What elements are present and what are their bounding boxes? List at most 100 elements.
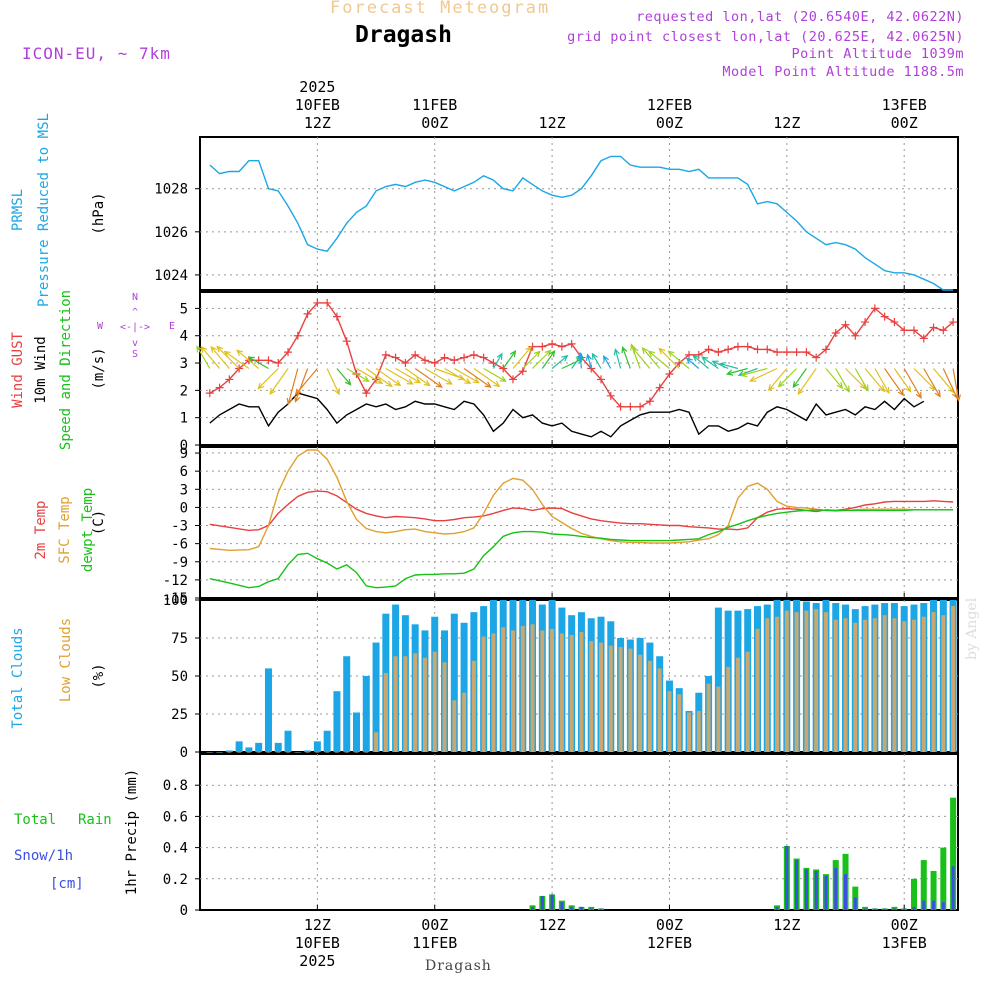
gust-point <box>909 326 918 335</box>
wind-arrow <box>216 345 240 369</box>
bar <box>951 866 955 910</box>
wind-arrow <box>952 368 961 402</box>
bar <box>823 612 828 752</box>
bar <box>940 847 947 910</box>
bottom-time-label: 12FEB <box>647 934 692 952</box>
wind-arrow <box>247 356 269 370</box>
gust-point <box>332 312 341 321</box>
bar <box>628 648 633 752</box>
gust-point <box>557 342 566 351</box>
bar <box>315 752 320 753</box>
bar <box>941 615 946 752</box>
gust-point <box>685 350 694 359</box>
bar <box>696 710 701 752</box>
bar <box>286 752 291 753</box>
bar <box>227 752 232 753</box>
gust-point <box>205 389 214 398</box>
top-time-label: 12FEB <box>647 96 692 114</box>
gust-point <box>802 348 811 357</box>
bar <box>364 752 369 753</box>
clouds-ylabel: (%) <box>91 663 107 688</box>
wind-tick-label: 5 <box>180 301 188 317</box>
bar <box>481 636 486 752</box>
wind-arrow <box>444 367 472 384</box>
bar <box>814 871 818 910</box>
gust-point <box>235 364 244 373</box>
bar <box>462 692 467 752</box>
gust-point <box>508 375 517 384</box>
bar <box>950 797 957 910</box>
bar <box>442 662 447 752</box>
top-time-label: 13FEB <box>882 96 927 114</box>
clouds-tick-label: 100 <box>163 593 188 609</box>
bar <box>922 900 926 910</box>
pressure-ylabel: (hPa) <box>91 192 107 234</box>
pressure-tick-label: 1026 <box>154 225 188 241</box>
precip-panel: 0 0.2 0.4 0.6 0.8 1hr Precip (mm) <box>124 753 959 919</box>
bar <box>333 691 341 752</box>
bar <box>540 630 545 752</box>
gust-point <box>411 350 420 359</box>
bar <box>941 902 945 910</box>
wind-arrow <box>933 368 955 394</box>
pressure-label-desc: Pressure Reduced to MSL <box>36 113 52 307</box>
bar <box>274 742 282 752</box>
gust-point <box>949 318 958 327</box>
bar <box>313 741 321 752</box>
temp-label-sfc: SFC Temp <box>57 496 73 563</box>
bar <box>559 633 564 752</box>
temperature-tick-label: 0 <box>180 500 188 516</box>
bar <box>235 741 243 752</box>
gust-point <box>518 367 527 376</box>
bar <box>804 869 808 910</box>
model-label: ICON-EU, ~ 7km <box>22 44 171 63</box>
wind-arrow <box>453 367 480 384</box>
wind-arrow <box>923 368 941 398</box>
precip-label-snow: Snow/1h <box>14 848 73 864</box>
gust-point <box>773 348 782 357</box>
wind-arrow <box>434 367 466 381</box>
precip-tick-label: 0 <box>180 903 188 919</box>
temperature-tick-label: -15 <box>163 591 188 607</box>
temp-label-2m: 2m Temp <box>33 500 49 559</box>
wind-arrow <box>631 346 651 369</box>
wind-arrow <box>346 367 370 382</box>
wind-arrow <box>711 360 729 370</box>
wind-arrow <box>854 368 869 392</box>
wind-arrow <box>903 368 922 399</box>
temperature-ylabel: (C) <box>91 510 107 535</box>
wind-arrow <box>294 368 318 396</box>
gust-point <box>900 326 909 335</box>
wind-arrow <box>551 354 569 369</box>
wind-label-sd: Speed and Direction <box>58 290 74 450</box>
wind-arrow <box>613 348 622 369</box>
wind-tick-label: 0 <box>180 438 188 454</box>
top-time-label: 11FEB <box>412 96 457 114</box>
bar <box>920 860 927 910</box>
gust-point <box>215 383 224 392</box>
gust-point <box>528 342 537 351</box>
compass-w: W <box>97 321 104 332</box>
bar <box>256 752 261 753</box>
bar <box>667 691 672 752</box>
bar <box>844 874 848 910</box>
requested-coords: requested lon,lat (20.6540E, 42.0622N) <box>636 9 964 25</box>
bar <box>520 625 525 752</box>
gust-point <box>851 331 860 340</box>
gust-point <box>391 353 400 362</box>
wind-arrow <box>777 368 798 388</box>
wind-arrow <box>667 350 690 369</box>
wind-arrow <box>395 367 422 384</box>
top-time-label: 00Z <box>891 114 918 132</box>
wind-arrow <box>797 368 817 396</box>
temperature-tick-label: -9 <box>171 555 188 571</box>
pressure-tick-label: 1028 <box>154 182 188 198</box>
bar <box>863 908 867 910</box>
gust-point <box>587 364 596 373</box>
bar <box>344 752 349 753</box>
wind-arrow <box>913 368 936 391</box>
bar <box>362 676 370 752</box>
top-time-label: 2025 <box>299 78 335 96</box>
gust-point <box>362 389 371 398</box>
wind-arrow <box>483 367 507 382</box>
